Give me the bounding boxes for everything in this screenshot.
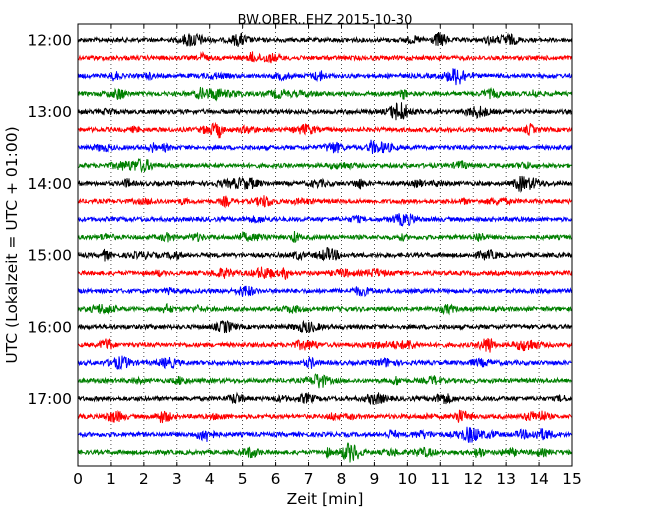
x-tick-label: 5 [238, 470, 248, 488]
seismogram-trace [77, 157, 573, 174]
y-axis-label: UTC (Lokalzeit = UTC + 01:00) [3, 126, 21, 363]
x-tick-label: 2 [139, 470, 149, 488]
x-axis-label: Zeit [min] [287, 490, 364, 508]
seismogram-trace [77, 373, 573, 389]
x-tick-label: 12 [463, 470, 483, 488]
seismogram-trace [77, 213, 573, 227]
x-tick-label: 0 [73, 470, 83, 488]
x-tick-label: 13 [496, 470, 516, 488]
seismogram-trace [77, 442, 573, 463]
x-tick-label: 14 [529, 470, 549, 488]
chart-title: BW.OBER..EHZ 2015-10-30 [238, 13, 413, 28]
x-tick-label: 4 [205, 470, 215, 488]
seismogram-trace [77, 121, 573, 139]
seismogram-trace [77, 195, 573, 209]
seismogram-trace [77, 230, 573, 243]
seismogram-trace [77, 319, 573, 334]
seismogram-traces [77, 31, 573, 463]
seismogram-trace [77, 175, 573, 193]
seismogram-trace [77, 266, 573, 280]
seismogram-trace [77, 302, 573, 316]
seismogram-trace [77, 68, 573, 86]
seismogram-trace [77, 337, 573, 353]
seismogram-trace [77, 50, 573, 64]
y-tick-label: 14:00 [27, 175, 72, 193]
seismogram-trace [77, 426, 573, 443]
seismogram-trace [77, 391, 573, 406]
plot-frame [77, 23, 573, 467]
y-tick-label: 17:00 [27, 390, 72, 408]
seismogram-trace [77, 409, 573, 424]
seismogram-trace [77, 285, 573, 298]
x-tick-label: 6 [271, 470, 281, 488]
seismogram-trace [77, 139, 573, 154]
seismogram-trace [77, 247, 573, 262]
seismogram-trace [77, 86, 573, 102]
seismogram-trace [77, 355, 573, 371]
x-tick-label: 1 [106, 470, 116, 488]
seismogram-trace [77, 31, 573, 47]
x-tick-label: 11 [430, 470, 450, 488]
y-tick-label: 13:00 [27, 103, 72, 121]
y-tick-label: 16:00 [27, 318, 72, 336]
x-tick-label: 9 [369, 470, 379, 488]
y-tick-label: 15:00 [27, 247, 72, 265]
x-tick-label: 15 [562, 470, 582, 488]
x-tick-label: 3 [172, 470, 182, 488]
x-axis: 0 1 2 3 4 5 6 7 8 9 10 11 12 13 14 15 [73, 24, 582, 488]
x-tick-label: 7 [304, 470, 314, 488]
seismogram-trace [77, 102, 573, 121]
x-tick-label: 8 [337, 470, 347, 488]
x-tick-label: 10 [397, 470, 417, 488]
y-tick-label: 12:00 [27, 32, 72, 50]
y-axis: 12:00 13:00 14:00 15:00 16:00 17:00 [27, 32, 572, 408]
vertical-grid [110, 24, 540, 466]
